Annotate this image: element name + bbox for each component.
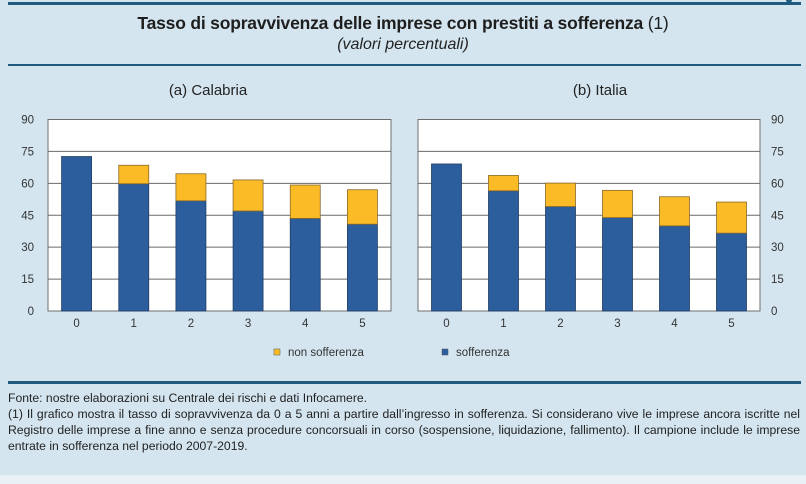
x-tick-label: 1 [500, 318, 506, 330]
bar-non-sofferenza [716, 201, 747, 234]
y-tick-label: 0 [28, 306, 34, 318]
bar-non-sofferenza [232, 179, 264, 212]
panel-title-italia: (b) Italia [573, 82, 628, 99]
y-tick-label: 15 [771, 274, 784, 286]
y-tick-label: 0 [771, 306, 777, 318]
header-rule [8, 64, 801, 66]
x-tick-label: 3 [614, 318, 620, 330]
bar-non-sofferenza [118, 164, 150, 185]
x-tick-label: 1 [131, 318, 137, 330]
bar-sofferenza [602, 217, 633, 312]
footnote-1: (1) Il grafico mostra il tasso di soprav… [8, 407, 800, 453]
chart-title-note: (1) [647, 13, 669, 33]
y-tick-label: 45 [771, 210, 784, 222]
legend-swatch-non-sofferenza [273, 348, 281, 356]
bar-sofferenza [488, 190, 519, 312]
footer-rule [8, 381, 801, 384]
x-tick-label: 2 [188, 318, 194, 330]
y-tick-label: 90 [771, 115, 784, 127]
bar-sofferenza [232, 210, 264, 312]
y-tick-label: 15 [21, 274, 34, 286]
x-tick-label: 2 [557, 318, 563, 330]
x-tick-label: 0 [73, 318, 79, 330]
bar-sofferenza [716, 232, 747, 312]
bar-non-sofferenza [289, 184, 321, 219]
bar-sofferenza [659, 225, 690, 312]
y-tick-label: 60 [21, 178, 34, 190]
footnotes: Fonte: nostre elaborazioni su Centrale d… [8, 390, 800, 454]
y-tick-label: 60 [771, 178, 784, 190]
corner-mark [786, 0, 792, 3]
bar-non-sofferenza [659, 196, 690, 227]
bottom-strip [0, 475, 806, 484]
y-tick-label: 75 [771, 146, 784, 158]
y-tick-label: 45 [21, 210, 34, 222]
legend-swatch-sofferenza [441, 348, 449, 356]
bar-sofferenza [347, 223, 378, 312]
bar-sofferenza [118, 183, 150, 312]
x-tick-label: 5 [728, 318, 734, 330]
bar-sofferenza [545, 206, 576, 312]
top-rule [8, 2, 801, 5]
bar-sofferenza [431, 163, 462, 312]
x-tick-label: 4 [671, 318, 678, 330]
y-tick-label: 90 [21, 115, 34, 127]
panel-title-calabria: (a) Calabria [169, 82, 248, 99]
bar-non-sofferenza [602, 189, 633, 218]
source-note: Fonte: nostre elaborazioni su Centrale d… [8, 391, 368, 405]
x-tick-label: 4 [302, 318, 309, 330]
legend-label-non-sofferenza: non sofferenza [288, 347, 364, 359]
chart-title: Tasso di sopravvivenza delle imprese con… [0, 13, 806, 34]
chart-title-text: Tasso di sopravvivenza delle imprese con… [137, 13, 644, 33]
x-tick-label: 3 [245, 318, 251, 330]
x-tick-label: 0 [443, 318, 449, 330]
bar-non-sofferenza [347, 189, 378, 225]
bar-non-sofferenza [175, 173, 207, 202]
bar-sofferenza [175, 200, 207, 312]
bar-non-sofferenza [488, 175, 519, 192]
y-tick-label: 30 [21, 242, 34, 254]
bar-non-sofferenza [545, 182, 576, 207]
legend: non sofferenza sofferenza [273, 347, 510, 359]
y-tick-label: 30 [771, 242, 784, 254]
y-tick-label: 75 [21, 146, 34, 158]
x-tick-label: 5 [359, 318, 365, 330]
legend-label-sofferenza: sofferenza [456, 347, 510, 359]
chart-subtitle: (valori percentuali) [337, 36, 469, 53]
bar-sofferenza [61, 156, 92, 312]
bar-sofferenza [289, 218, 321, 312]
